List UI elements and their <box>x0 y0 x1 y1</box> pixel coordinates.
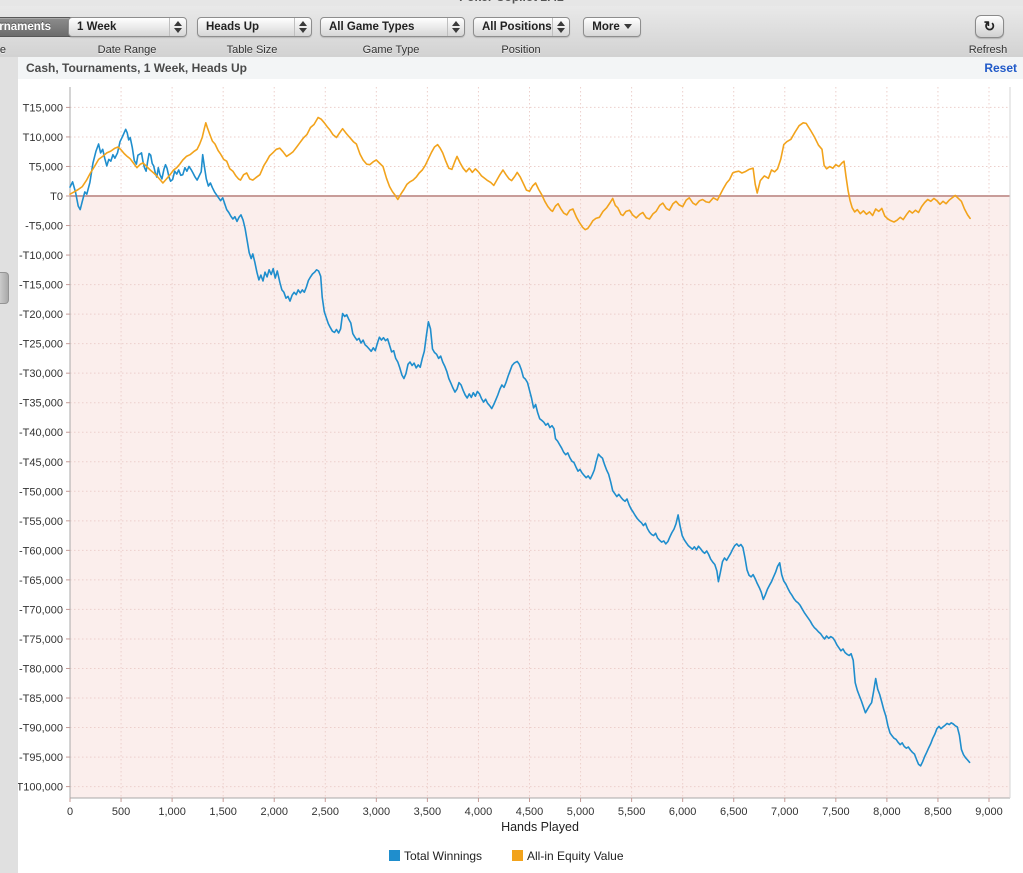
y-tick-label: -T20,000 <box>19 309 63 321</box>
filter-summary-bar: Cash, Tournaments, 1 Week, Heads Up Rese… <box>18 57 1023 80</box>
refresh-button[interactable]: ↻ <box>975 15 1004 38</box>
position-select[interactable]: All Positions <box>473 17 570 37</box>
x-tick-label: 3,500 <box>414 806 442 818</box>
more-button[interactable]: More <box>583 17 641 37</box>
refresh-icon: ↻ <box>983 18 996 34</box>
position-group-label: Position <box>501 44 541 56</box>
x-tick-label: 7,000 <box>771 806 799 818</box>
x-tick-label: 500 <box>112 806 130 818</box>
date-range-select[interactable]: 1 Week <box>68 17 187 37</box>
game-type-select[interactable]: All Game Types <box>320 17 465 37</box>
y-tick-label: T10,000 <box>23 132 63 144</box>
y-tick-label: -T35,000 <box>19 398 63 410</box>
x-tick-label: 2,000 <box>260 806 288 818</box>
y-tick-label: T0 <box>50 191 63 203</box>
refresh-group-label: Refresh <box>968 44 1008 56</box>
y-tick-label: T5,000 <box>29 161 63 173</box>
chevron-down-icon <box>623 24 632 29</box>
date-range-group-label: Date Range <box>97 44 157 56</box>
series-line-0 <box>69 128 971 767</box>
window-title: Poker Copilot 2.42 <box>0 0 1023 4</box>
legend-swatch <box>389 850 400 861</box>
winnings-chart-svg: T15,000 T10,000 T5,000 T0 -T5,000 -T10,000 -T1… <box>13 87 1011 863</box>
y-tick-label: -T30,000 <box>19 368 63 380</box>
tournaments-segment-button[interactable]: Tournaments <box>0 17 90 37</box>
y-tick-label: -T65,000 <box>19 575 63 587</box>
reset-link[interactable]: Reset <box>984 61 1017 75</box>
x-tick-label: 6,500 <box>720 806 748 818</box>
legend-swatch <box>512 850 523 861</box>
chart: T15,000 T10,000 T5,000 T0 -T5,000 -T10,000 -T1… <box>13 79 1023 873</box>
legend-label: All-in Equity Value <box>527 849 624 863</box>
x-tick-label: 8,500 <box>924 806 952 818</box>
stepper-arrows-icon <box>294 18 311 36</box>
stepper-arrows-icon <box>447 18 464 36</box>
x-tick-label: 1,500 <box>209 806 237 818</box>
y-tick-label: -T90,000 <box>19 723 63 735</box>
table-size-select[interactable]: Heads Up <box>197 17 312 37</box>
series-line-1 <box>69 116 971 231</box>
y-tick-label: -T75,000 <box>19 634 63 646</box>
y-tick-label: -T80,000 <box>19 663 63 675</box>
y-tick-label: -T85,000 <box>19 693 63 705</box>
stepper-arrows-icon <box>552 18 569 36</box>
x-tick-label: 1,000 <box>158 806 186 818</box>
x-tick-label: 5,500 <box>618 806 646 818</box>
x-axis-title: Hands Played <box>501 820 579 834</box>
x-tick-label: 4,500 <box>516 806 544 818</box>
x-tick-label: 2,500 <box>312 806 340 818</box>
x-tick-label: 7,500 <box>822 806 850 818</box>
x-tick-label: 0 <box>67 806 73 818</box>
y-tick-label: -T100,000 <box>18 782 63 794</box>
drawer-handle[interactable] <box>0 272 9 304</box>
x-tick-label: 6,000 <box>669 806 697 818</box>
date-range-value: 1 Week <box>77 21 117 33</box>
segment-group-label: Game <box>0 44 6 56</box>
y-tick-label: -T60,000 <box>19 545 63 557</box>
x-tick-label: 4,000 <box>465 806 493 818</box>
y-tick-label: -T5,000 <box>25 221 63 233</box>
legend-label: Total Winnings <box>404 849 482 863</box>
more-button-label: More <box>592 21 620 33</box>
y-tick-label: T15,000 <box>23 102 63 114</box>
game-type-value: All Game Types <box>329 21 415 33</box>
filter-summary: Cash, Tournaments, 1 Week, Heads Up <box>26 61 247 75</box>
y-tick-label: -T15,000 <box>19 280 63 292</box>
table-size-value: Heads Up <box>206 21 260 33</box>
position-value: All Positions <box>482 21 552 33</box>
y-tick-label: -T45,000 <box>19 457 63 469</box>
window-titlebar: Poker Copilot 2.42 <box>0 0 1023 6</box>
y-tick-label: -T55,000 <box>19 516 63 528</box>
game-type-group-label: Game Type <box>362 44 420 56</box>
y-tick-label: -T25,000 <box>19 339 63 351</box>
y-tick-label: -T10,000 <box>19 250 63 262</box>
y-tick-label: -T95,000 <box>19 752 63 764</box>
left-strip <box>0 57 19 873</box>
y-tick-label: -T40,000 <box>19 427 63 439</box>
table-size-group-label: Table Size <box>226 44 278 56</box>
stepper-arrows-icon <box>169 18 186 36</box>
toolbar: Tournaments 1 Week Heads Up All Game Typ… <box>0 6 1023 58</box>
y-tick-label: -T70,000 <box>19 604 63 616</box>
x-tick-label: 8,000 <box>873 806 901 818</box>
x-tick-label: 9,000 <box>975 806 1003 818</box>
y-tick-label: -T50,000 <box>19 486 63 498</box>
x-tick-label: 5,000 <box>567 806 595 818</box>
x-tick-label: 3,000 <box>363 806 391 818</box>
